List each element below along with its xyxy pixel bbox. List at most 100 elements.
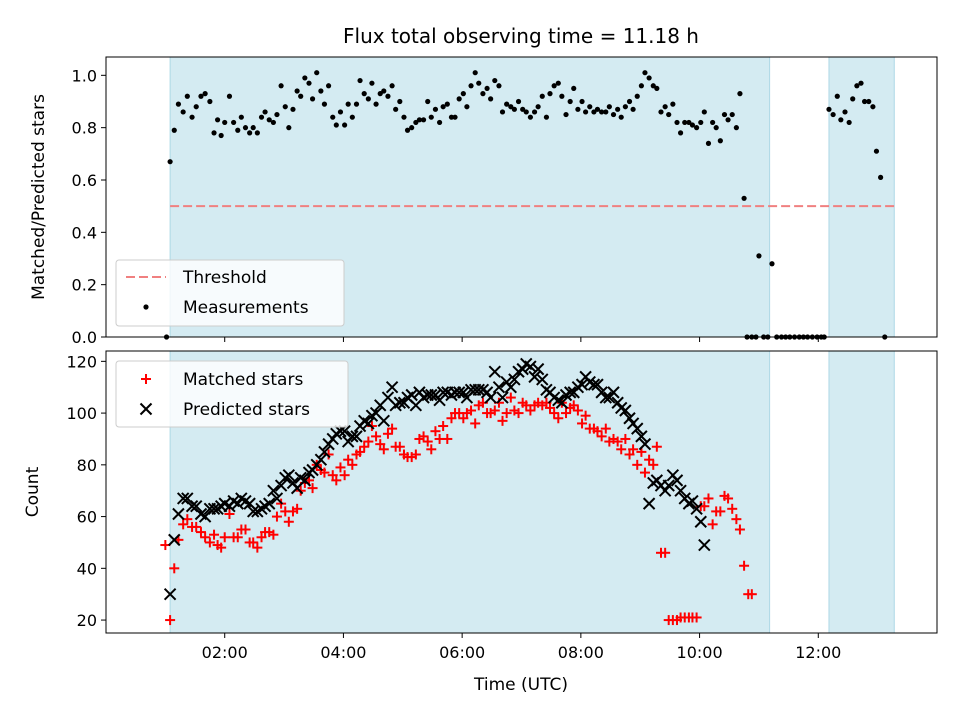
measurement-point (535, 104, 541, 110)
measurement-point (333, 122, 339, 128)
y-tick-label: 40 (77, 559, 97, 578)
matched-point (458, 413, 469, 424)
measurement-point (769, 261, 775, 267)
measurement-legend-swatch (143, 304, 149, 310)
predicted-point-b (227, 494, 240, 508)
predicted-point-b (452, 386, 466, 399)
y-tick-label: 0.2 (72, 276, 97, 295)
matched-point (191, 521, 202, 532)
measurement-point (658, 109, 664, 115)
predicted-point-b (243, 497, 256, 510)
measurement-point (830, 111, 836, 118)
measurement-point (180, 109, 186, 115)
predicted-point (528, 370, 541, 384)
measurement-point (254, 130, 260, 136)
predicted-point-b (484, 391, 497, 404)
predicted-point-b (294, 471, 307, 484)
measurement-point (278, 83, 284, 89)
predicted-point (662, 479, 675, 492)
measurement-point (591, 109, 597, 115)
measurement-point (555, 80, 561, 86)
measurement-point (440, 104, 446, 110)
matched-point (466, 405, 477, 416)
predicted-point (436, 386, 450, 399)
matched-point (232, 532, 243, 543)
predicted-point (385, 381, 399, 394)
matched-point (371, 431, 382, 442)
predicted-point-b (611, 396, 624, 409)
measurement-point (686, 119, 692, 126)
predicted-point-b (492, 381, 506, 394)
measurement-point (842, 109, 848, 115)
threshold-legend-label: Threshold (182, 268, 267, 288)
measurement-point (428, 114, 434, 120)
matched-point (382, 428, 393, 439)
predicted-point-b (381, 391, 395, 404)
measurement-point (472, 70, 478, 76)
predicted-point-b (508, 373, 521, 386)
predicted-legend-swatch-b (139, 402, 153, 416)
measurement-point (878, 174, 884, 180)
predicted-point (270, 492, 284, 505)
measurement-point (826, 106, 832, 112)
measurement-point (539, 93, 545, 99)
observing-band-1 (828, 56, 895, 338)
measurement-point (302, 75, 308, 81)
measurement-point (594, 106, 601, 112)
measurement-point (444, 101, 450, 107)
measurement-point (698, 119, 704, 126)
predicted-point (591, 378, 604, 391)
matched-point (644, 454, 655, 465)
y-tick-label: 100 (66, 404, 97, 423)
predicted-point-b (362, 417, 375, 430)
measurement-point (666, 111, 672, 118)
ratio-axes-frame (105, 56, 938, 338)
x-tick-label: 06:00 (439, 643, 485, 662)
measurement-point (337, 109, 344, 115)
measurement-point (238, 114, 244, 120)
matched-point (497, 415, 508, 426)
matched-point (335, 462, 346, 473)
matched-point (600, 423, 611, 434)
count-legend: Matched stars Predicted stars (115, 360, 349, 428)
measurement-point (499, 109, 506, 115)
matched-point (343, 454, 354, 465)
measurement-point (523, 109, 529, 115)
matched-point (347, 459, 358, 470)
matched-point (438, 421, 449, 432)
predicted-point-b (635, 430, 648, 443)
measurement-point (638, 83, 645, 89)
predicted-point-b (338, 424, 351, 438)
measurement-point (321, 101, 328, 107)
measurement-point (725, 117, 731, 123)
predicted-point-b (357, 414, 371, 428)
predicted-point (670, 474, 684, 487)
matched-point (248, 537, 259, 548)
predicted-point-b (631, 422, 644, 435)
predicted-point-b (207, 502, 221, 516)
predicted-point-b (698, 538, 711, 552)
predicted-point (536, 373, 549, 386)
matched-point (292, 503, 303, 514)
predicted-point (690, 502, 703, 516)
measurement-point (202, 91, 208, 97)
predicted-point-b (504, 381, 518, 394)
predicted-point-b (270, 492, 284, 505)
predicted-point-b (377, 414, 390, 428)
predicted-point (282, 468, 296, 482)
matched-point (418, 431, 429, 442)
matched-point (707, 519, 718, 530)
measurement-point (508, 104, 514, 110)
measurement-point (345, 101, 351, 107)
predicted-point-b (472, 383, 485, 397)
matched-point (568, 400, 579, 411)
matched-legend-label: Matched stars (183, 370, 303, 390)
measurement-point (682, 119, 688, 126)
y-tick-label: 0.8 (72, 119, 97, 138)
matched-point (549, 408, 560, 419)
predicted-point-b (619, 404, 632, 417)
predicted-point-b (638, 437, 652, 451)
predicted-point (484, 391, 497, 404)
predicted-point-b (690, 502, 703, 516)
predicted-point (168, 533, 181, 547)
